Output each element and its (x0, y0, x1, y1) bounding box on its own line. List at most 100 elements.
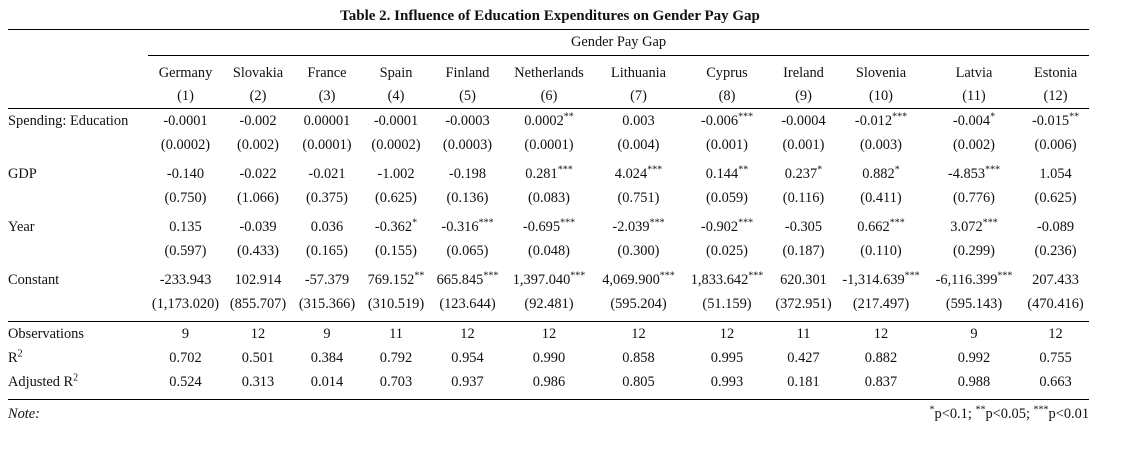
significance-stars: *** (748, 270, 764, 281)
dependent-variable-row: Gender Pay Gap (8, 29, 1090, 56)
standard-error-cell: (0.776) (953, 189, 995, 206)
statistic-cell: 0.986 (532, 373, 566, 390)
coefficient-cell: 769.152** (367, 270, 425, 288)
significance-stars: *** (738, 217, 754, 228)
superscript: 2 (73, 372, 79, 383)
coefficient-cell: 0.0002** (524, 111, 574, 129)
coefficient-cell: 4.024*** (614, 164, 663, 182)
significance-stars: *** (557, 164, 573, 175)
standard-error-cell: (315.366) (298, 295, 356, 312)
statistic-cell: 0.792 (379, 349, 413, 366)
coefficient-cell: 0.036 (310, 218, 344, 235)
standard-error-cell: (0.165) (306, 242, 348, 259)
coefficient-cell: -0.316*** (441, 217, 494, 235)
standard-error-cell: (595.204) (610, 295, 667, 312)
statistic-row: Adjusted R2 0.524 0.313 0.014 0.703 0.937 0.98… (8, 370, 1089, 394)
statistic-cell: 9 (181, 325, 190, 342)
significance-stars: *** (659, 270, 675, 281)
coefficient-row: Year 0.135 -0.039 0.036 -0.362* -0.316*** -0.6… (8, 215, 1089, 239)
standard-error-cell: (0.048) (528, 242, 570, 259)
standard-error-cell: (0.411) (860, 189, 902, 206)
coefficient-cell: 0.281*** (525, 164, 573, 182)
coefficient-cell: 1,397.040*** (512, 270, 586, 288)
coefficient-cell: -0.021 (308, 165, 346, 182)
statistic-cell: 0.954 (451, 349, 484, 366)
standard-error-row: (0.597) (0.433) (0.165) (0.155) (0.065) (0.04… (8, 239, 1089, 263)
statistic-cell: 0.524 (169, 373, 202, 390)
significance-stars: *** (483, 270, 499, 281)
column-model-number: (1) (177, 88, 194, 104)
regression-table: Gender Pay Gap Germany Slovakia France Spai… (8, 29, 1090, 430)
coefficient-cell: -0.902*** (700, 217, 754, 235)
standard-error-cell: (92.481) (524, 295, 574, 312)
standard-error-cell: (310.519) (367, 295, 425, 312)
variable-label: Year (8, 218, 35, 235)
statistic-label: R2 (8, 348, 23, 366)
standard-error-cell: (595.143) (945, 295, 1003, 312)
coefficient-cell: -0.0003 (445, 112, 490, 129)
coefficient-cell: -0.198 (448, 165, 487, 182)
statistic-cell: 0.995 (710, 349, 744, 366)
standard-error-cell: (0.433) (237, 242, 279, 259)
standard-error-cell: (0.625) (375, 189, 417, 206)
significance-stars: *** (892, 111, 908, 122)
statistic-cell: 9 (323, 325, 331, 342)
statistic-cell: 0.384 (310, 349, 344, 366)
coefficient-cell: 0.135 (169, 218, 202, 235)
standard-error-cell: (1.066) (237, 189, 279, 206)
significance-stars: * (990, 111, 996, 122)
column-model-number: (12) (1043, 88, 1068, 104)
statistic-cell: 0.993 (710, 373, 744, 390)
standard-error-cell: (0.0003) (442, 136, 493, 153)
standard-error-cell: (0.597) (164, 242, 207, 259)
standard-error-cell: (123.644) (439, 295, 496, 312)
standard-error-cell: (0.006) (1034, 136, 1077, 153)
column-country-header: Germany (158, 65, 213, 81)
column-country-header: Cyprus (706, 65, 748, 81)
significance-stars: * (929, 404, 935, 416)
standard-error-label-spacer (8, 186, 148, 210)
statistic-cell: 12 (873, 325, 889, 342)
column-model-number: (6) (540, 88, 558, 104)
column-country-header: Ireland (783, 65, 824, 81)
statistic-label: Observations (8, 325, 84, 342)
dependent-variable-label: Gender Pay Gap (148, 29, 1090, 56)
statistic-cell: 0.181 (787, 373, 820, 390)
significance-stars: *** (570, 270, 586, 281)
coefficient-cell: -0.695*** (522, 217, 576, 235)
standard-error-label-spacer (8, 292, 148, 316)
column-model-number: (8) (718, 88, 736, 104)
coefficient-cell: 620.301 (780, 271, 827, 288)
significance-level-text: p<0.01 (1048, 406, 1090, 423)
coefficient-cell: -0.140 (166, 165, 205, 182)
column-model-number: (11) (962, 88, 986, 104)
statistic-cell: 0.663 (1039, 373, 1072, 390)
standard-error-cell: (372.951) (775, 295, 832, 312)
coefficient-cell: -1,314.639*** (842, 270, 920, 288)
coefficient-cell: -0.0001 (373, 112, 419, 129)
statistic-cell: 9 (970, 325, 978, 342)
standard-error-cell: (470.416) (1027, 295, 1084, 312)
standard-error-cell: (0.001) (706, 136, 748, 153)
statistic-row: Observations 9 12 9 11 12 12 12 12 11 12 9 12 (8, 322, 1089, 346)
coefficient-cell: 0.144** (705, 164, 749, 182)
standard-error-cell: (0.0001) (302, 136, 352, 153)
statistic-cell: 0.501 (241, 349, 275, 366)
significance-stars: ** (414, 270, 425, 281)
significance-level-text: p<0.1; (934, 406, 976, 423)
coefficient-cell: 1.054 (1039, 165, 1072, 182)
significance-stars: *** (649, 217, 665, 228)
significance-level-text: p<0.05; (985, 406, 1034, 423)
column-model-number: (7) (630, 88, 647, 104)
significance-stars: *** (904, 270, 920, 281)
significance-stars: *** (738, 111, 754, 122)
column-model-number: (5) (459, 88, 476, 104)
coefficient-cell: -0.002 (239, 112, 277, 129)
significance-stars: *** (478, 217, 494, 228)
coefficient-row: Constant -233.943 102.914 -57.379 769.152** 6… (8, 268, 1089, 292)
statistic-cell: 12 (460, 325, 475, 342)
standard-error-cell: (0.625) (1034, 189, 1077, 206)
coefficient-cell: 0.662*** (857, 217, 905, 235)
coefficient-cell: -0.022 (239, 165, 277, 182)
column-country-header: France (307, 65, 347, 81)
